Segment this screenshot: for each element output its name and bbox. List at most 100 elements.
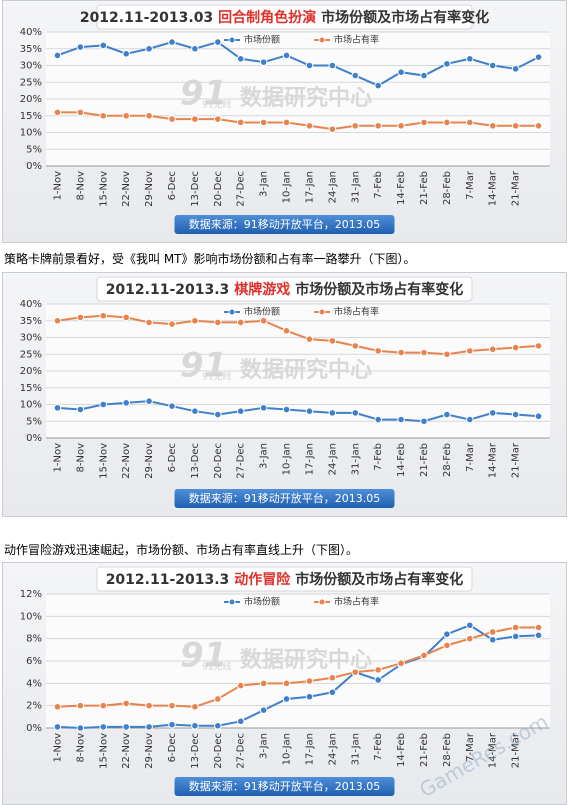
data-point xyxy=(99,400,108,409)
data-point xyxy=(443,641,451,650)
x-tick-label: 14-Mar xyxy=(488,442,499,478)
data-point xyxy=(305,407,314,415)
y-tick-label: 35% xyxy=(20,44,42,55)
x-tick-label: 17-Jan xyxy=(304,443,315,475)
x-tick-label: 27-Dec xyxy=(236,171,247,207)
legend: 市场份额 市场占有率 xyxy=(224,306,379,318)
data-point xyxy=(374,666,382,674)
data-point xyxy=(374,122,382,130)
data-point xyxy=(511,65,520,73)
x-tick-label: 29-Nov xyxy=(144,733,155,769)
data-point xyxy=(397,122,405,130)
data-point xyxy=(122,723,130,731)
title-part: 2012.11-2013.03 xyxy=(80,10,213,26)
title-box xyxy=(96,4,473,30)
title-box xyxy=(96,276,473,302)
data-point xyxy=(214,721,222,730)
data-point xyxy=(259,118,268,127)
data-point xyxy=(534,122,543,130)
x-tick-label: 20-Dec xyxy=(213,733,224,769)
data-point xyxy=(76,313,85,322)
data-point xyxy=(397,348,405,357)
data-point xyxy=(282,695,291,703)
data-point xyxy=(214,695,222,703)
source-text: 数据来源：91移动开放平台，2013.05 xyxy=(189,217,380,231)
y-tick-label: 30% xyxy=(20,333,42,344)
x-tick-label: 6-Dec xyxy=(167,171,178,200)
data-point xyxy=(145,318,153,327)
series-line xyxy=(57,400,539,423)
x-tick-label: 13-Dec xyxy=(190,443,201,479)
x-tick-label: 24-Jan xyxy=(327,171,338,203)
title-part: 棋牌游戏 xyxy=(234,281,290,298)
x-tick-label: 1-Nov xyxy=(52,443,63,473)
x-tick-label: 14-Mar xyxy=(488,732,499,768)
legend-marker xyxy=(228,36,236,44)
data-point xyxy=(168,701,176,710)
x-tick-label: 7-Feb xyxy=(373,443,384,471)
legend-label: 市场占有率 xyxy=(334,596,379,608)
data-point xyxy=(122,399,130,407)
data-point xyxy=(374,676,382,684)
series-line xyxy=(57,626,539,708)
data-point xyxy=(214,38,222,46)
y-tick-label: 0% xyxy=(26,161,42,172)
y-tick-label: 25% xyxy=(20,349,42,360)
data-point xyxy=(443,350,451,359)
data-point xyxy=(99,111,108,120)
x-tick-label: 1-Nov xyxy=(52,171,63,201)
x-tick-label: 17-Jan xyxy=(304,171,315,203)
data-point xyxy=(305,692,314,701)
x-tick-label: 27-Dec xyxy=(236,443,247,479)
x-tick-label: 24-Jan xyxy=(327,443,338,475)
watermark-text: 数据研究中心 xyxy=(240,85,372,111)
data-point xyxy=(282,405,291,414)
data-point xyxy=(282,327,291,335)
legend-label: 市场占有率 xyxy=(334,34,379,46)
x-tick-label: 21-Feb xyxy=(419,733,430,767)
data-point xyxy=(76,108,85,117)
data-point xyxy=(511,623,520,632)
data-point xyxy=(351,409,360,417)
x-tick-label: 10-Jan xyxy=(282,733,293,765)
data-point xyxy=(191,407,199,415)
x-tick-label: 21-Feb xyxy=(419,171,430,205)
data-point xyxy=(259,58,268,66)
data-point xyxy=(122,49,130,58)
x-tick-label: 3-Jan xyxy=(259,733,270,759)
x-tick-label: 28-Feb xyxy=(442,443,453,477)
chart: 2012.11-2013.03 回合制角色扮演 市场份额及市场占有率变化 9191无线… xyxy=(2,0,567,243)
x-tick-label: 21-Mar xyxy=(511,170,522,206)
x-tick-label: 21-Mar xyxy=(511,732,522,768)
legend: 市场份额 市场占有率 xyxy=(224,596,379,608)
x-tick-label: 7-Mar xyxy=(465,732,476,762)
data-point xyxy=(236,55,245,63)
watermark-brand: 91无线 xyxy=(202,661,231,673)
x-tick-label: 7-Mar xyxy=(465,170,476,200)
y-tick-label: 0% xyxy=(26,723,42,734)
data-point xyxy=(374,415,382,424)
data-point xyxy=(145,111,153,120)
data-point xyxy=(488,409,497,417)
data-point xyxy=(328,337,337,345)
data-point xyxy=(534,623,543,632)
data-point xyxy=(145,701,153,710)
data-point xyxy=(351,342,360,350)
y-tick-label: 4% xyxy=(26,678,42,689)
data-point xyxy=(122,111,130,120)
x-tick-label: 15-Nov xyxy=(98,733,109,769)
data-point xyxy=(488,628,497,636)
paragraph: 动作冒险游戏迅速崛起，市场份额、市场占有率直线上升（下图）。 xyxy=(4,543,359,557)
y-tick-label: 2% xyxy=(26,701,42,712)
data-point xyxy=(328,673,337,682)
legend: 市场份额 市场占有率 xyxy=(224,34,379,46)
data-point xyxy=(145,723,153,731)
watermark-logo: 91 xyxy=(180,346,227,386)
data-point xyxy=(145,44,153,53)
data-point xyxy=(122,313,130,322)
data-point xyxy=(236,681,245,690)
x-tick-label: 6-Dec xyxy=(167,443,178,472)
